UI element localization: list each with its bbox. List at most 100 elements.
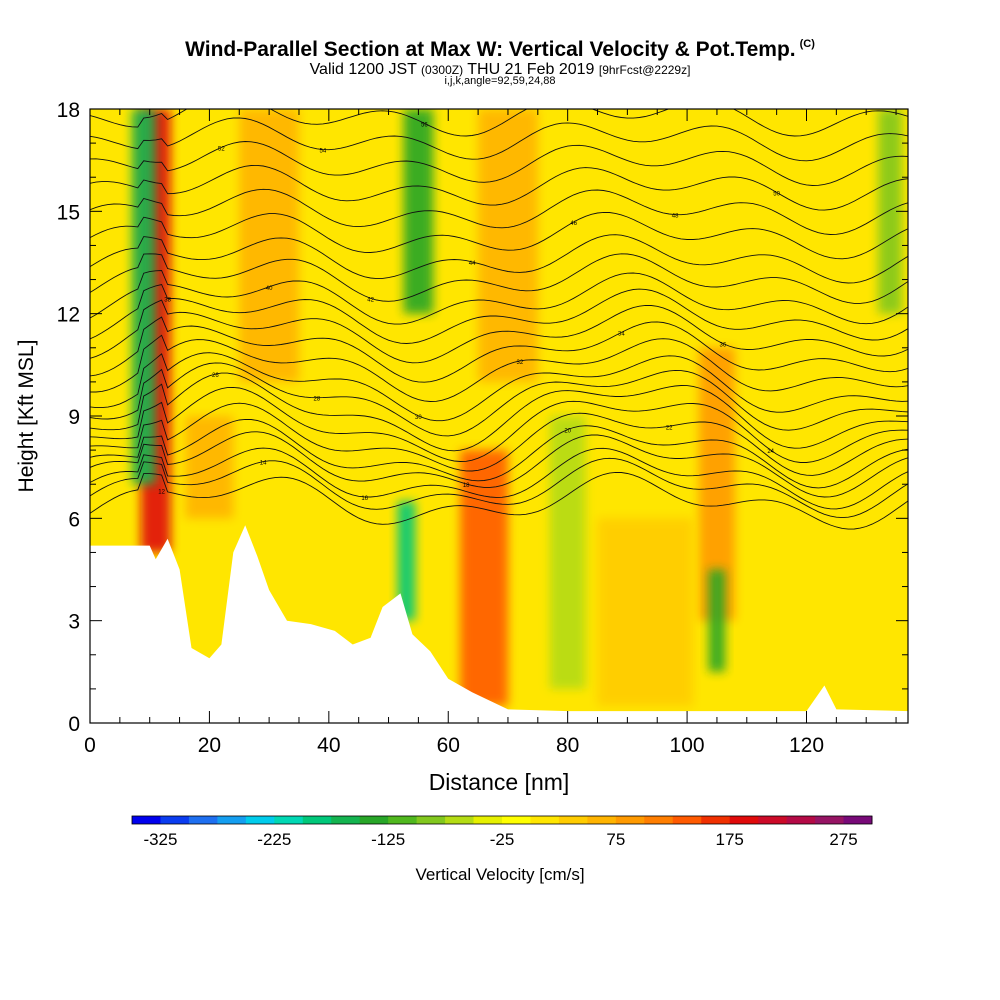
y-tick-label: 9 xyxy=(68,406,80,429)
colorbar-swatch xyxy=(729,816,759,824)
colorbar-tick-label: -225 xyxy=(257,830,291,849)
theta-contour-label: 16 xyxy=(361,496,368,502)
colorbar-swatch xyxy=(502,816,531,824)
theta-contour-label: 38 xyxy=(164,297,171,303)
colorbar-swatch xyxy=(217,816,247,824)
downdraft-cell xyxy=(397,501,416,621)
theta-contour xyxy=(90,234,908,284)
theta-contour xyxy=(90,316,908,383)
chart-subtitle: Valid 1200 JST (0300Z) THU 21 Feb 2019 [… xyxy=(309,61,691,78)
theta-contour xyxy=(90,211,908,260)
x-tick-label: 100 xyxy=(670,734,705,757)
updraft-cell xyxy=(460,450,508,706)
colorbar-swatch xyxy=(416,816,446,824)
theta-contour xyxy=(90,362,908,437)
colorbar-tick-label: 75 xyxy=(606,830,625,849)
x-tick-label: 0 xyxy=(84,734,96,757)
theta-contour xyxy=(90,372,908,452)
theta-contour-label: 36 xyxy=(720,343,727,349)
colorbar-tick-label: 275 xyxy=(829,830,857,849)
theta-contour-label: 32 xyxy=(517,360,524,366)
y-tick-label: 3 xyxy=(68,611,80,634)
colorbar-swatch xyxy=(786,816,816,824)
theta-contour xyxy=(90,283,908,344)
theta-contour xyxy=(90,386,908,463)
colorbar-swatch xyxy=(302,816,332,824)
downdraft-cell xyxy=(878,109,903,314)
theta-contour xyxy=(90,164,908,211)
theta-contour-label: 44 xyxy=(469,261,476,267)
chart-indices: i,j,k,angle=92,59,24,88 xyxy=(444,75,556,87)
theta-contour xyxy=(90,117,908,162)
pot-temp-contours: 12 14 16 18 20 22 24 26 28 30 32 34 36 38 40 42 44 46 48 50… xyxy=(90,109,908,530)
chart-title: Wind-Parallel Section at Max W: Vertical… xyxy=(185,38,815,61)
y-tick-label: 6 xyxy=(68,508,80,531)
colorbar-swatch xyxy=(331,816,361,824)
theta-contour-label: 54 xyxy=(320,149,327,155)
theta-contour-label: 12 xyxy=(158,490,165,496)
colorbar-swatch xyxy=(672,816,702,824)
colorbar-swatch xyxy=(843,816,873,824)
colorbar-swatch xyxy=(359,816,389,824)
theta-contour xyxy=(90,109,908,137)
theta-contour-label: 56 xyxy=(421,122,428,128)
colorbar-swatch xyxy=(615,816,645,824)
colorbar-label: Vertical Velocity [cm/s] xyxy=(415,865,584,884)
theta-contour-label: 48 xyxy=(672,214,679,220)
x-axis-label: Distance [nm] xyxy=(429,769,570,795)
colorbar-swatch xyxy=(388,816,418,824)
theta-contour xyxy=(90,253,908,304)
colorbar: -325 -225 -125 -25 75 175 275 xyxy=(131,815,873,849)
theta-contour xyxy=(90,352,908,422)
theta-contour-label: 46 xyxy=(570,221,577,227)
colorbar-tick-label: -25 xyxy=(490,830,515,849)
theta-contour xyxy=(90,457,908,519)
colorbar-swatch xyxy=(473,816,503,824)
theta-contour-label: 30 xyxy=(415,415,422,421)
colorbar-swatch xyxy=(132,816,161,824)
theta-contour-label: 22 xyxy=(666,425,673,431)
theta-contour xyxy=(90,471,908,530)
theta-contour-label: 42 xyxy=(367,297,374,303)
theta-contour xyxy=(90,270,908,325)
downdraft-cell xyxy=(549,416,586,689)
downdraft-cell xyxy=(708,569,726,672)
theta-contour xyxy=(90,447,908,510)
x-tick-label: 80 xyxy=(556,734,579,757)
colorbar-swatch xyxy=(558,816,588,824)
colorbar-swatch xyxy=(274,816,304,824)
y-axis-label: Height [Kft MSL] xyxy=(15,340,38,493)
colorbar-swatch xyxy=(160,816,190,824)
theta-contour-label: 52 xyxy=(218,146,225,152)
colorbar-frame xyxy=(131,815,873,825)
theta-contour-label: 26 xyxy=(212,373,219,379)
colorbar-swatch xyxy=(188,816,218,824)
theta-contour xyxy=(90,188,908,235)
theta-contour-label: 50 xyxy=(773,191,780,197)
theta-contour-label: 28 xyxy=(314,397,321,403)
colorbar-swatch xyxy=(758,816,788,824)
downdraft-cell xyxy=(131,109,156,485)
colorbar-swatch xyxy=(245,816,275,824)
theta-contour-label: 24 xyxy=(767,449,774,455)
colorbar-swatch xyxy=(587,816,617,824)
theta-contour xyxy=(90,431,908,498)
updraft-cell xyxy=(597,518,694,706)
vertical-velocity-field xyxy=(90,109,908,723)
theta-contour-label: 14 xyxy=(260,461,267,467)
x-tick-label: 120 xyxy=(789,734,824,757)
colorbar-swatch xyxy=(530,816,560,824)
theta-contour xyxy=(90,141,908,186)
terrain xyxy=(90,525,908,723)
theta-contour xyxy=(90,299,908,364)
x-tick-label: 20 xyxy=(198,734,221,757)
theta-contour xyxy=(90,402,908,476)
x-tick-label: 40 xyxy=(317,734,340,757)
colorbar-swatch xyxy=(445,816,475,824)
y-tick-label: 15 xyxy=(57,201,80,224)
theta-contour-label: 34 xyxy=(618,331,625,337)
colorbar-tick-label: 175 xyxy=(716,830,744,849)
updraft-cell xyxy=(185,416,234,519)
